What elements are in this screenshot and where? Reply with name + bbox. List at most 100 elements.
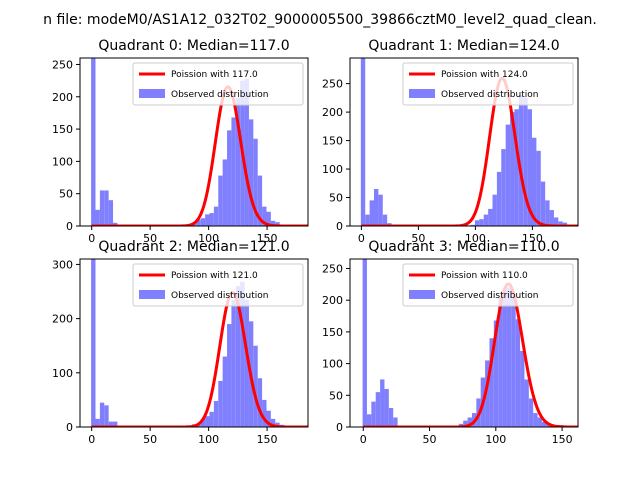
histogram-bar xyxy=(218,175,223,226)
x-tick-label: 0 xyxy=(358,232,365,245)
histogram-bar xyxy=(369,200,374,226)
histogram-bar xyxy=(496,171,502,226)
histogram-bar xyxy=(227,324,232,427)
histogram-bar xyxy=(262,206,267,226)
histogram-bar xyxy=(393,417,398,427)
histogram-bar xyxy=(388,407,394,427)
y-tick-label: 100 xyxy=(52,155,73,168)
histogram-bar xyxy=(505,124,511,226)
histogram-bar xyxy=(463,420,468,427)
histogram-bar xyxy=(113,421,118,427)
histogram-bar xyxy=(485,360,490,427)
y-tick-label: 0 xyxy=(66,421,73,434)
x-tick-label: 50 xyxy=(411,232,425,245)
poisson-curve xyxy=(361,76,578,226)
histogram-bar xyxy=(479,219,484,226)
histogram-bar xyxy=(266,410,271,427)
histogram-bar xyxy=(235,98,241,226)
histogram-bar xyxy=(257,175,263,226)
legend-patch-swatch xyxy=(139,89,165,98)
legend-patch-swatch xyxy=(409,89,435,98)
axis-ticks: 0 50 100 150 0 50 100 150 200 250 xyxy=(322,263,573,446)
histogram-bar xyxy=(373,188,379,226)
y-tick-label: 200 xyxy=(322,294,343,307)
histogram-bar xyxy=(562,222,568,226)
histogram-bar xyxy=(257,378,263,427)
histogram-bar xyxy=(528,398,534,427)
histogram-bar xyxy=(104,190,109,226)
panel-quadrant-1: 0 50 100 150 0 50 100 150 200 250 Quadrant 1: Med… xyxy=(322,38,579,245)
y-tick-label: 200 xyxy=(52,313,73,326)
y-tick-label: 100 xyxy=(322,163,343,176)
poisson-curve xyxy=(91,85,308,226)
histogram-bar xyxy=(231,117,236,226)
histogram-bar xyxy=(209,213,214,226)
histogram-bar xyxy=(506,287,512,427)
panel-quadrant-0: 0 50 100 150 0 50 100 150 200 250 Quadrant 0: Med… xyxy=(52,38,309,245)
y-tick-label: 300 xyxy=(52,258,73,271)
x-tick-label: 100 xyxy=(465,232,486,245)
y-tick-label: 250 xyxy=(322,263,343,276)
histogram-bar xyxy=(371,401,376,427)
histogram-bar xyxy=(558,221,563,226)
histogram-bar xyxy=(366,414,372,427)
histogram-bar xyxy=(248,119,254,226)
histogram-bar xyxy=(209,411,214,427)
histogram-bar xyxy=(474,220,480,226)
histogram-bar xyxy=(108,200,114,226)
histogram-bar xyxy=(502,288,507,427)
histogram-bar xyxy=(227,130,232,226)
plot-area xyxy=(360,58,578,226)
histogram-bar xyxy=(275,222,280,226)
histogram-bar xyxy=(546,424,551,427)
y-tick-label: 0 xyxy=(336,421,343,434)
panel-quadrant-2: 0 50 100 150 0 100 200 300 Quadrant 2: Median=1… xyxy=(52,239,309,446)
histogram-bar xyxy=(378,194,383,226)
y-tick-label: 50 xyxy=(329,192,343,205)
legend-box xyxy=(402,263,574,307)
plot-area xyxy=(91,259,308,427)
x-tick-label: 50 xyxy=(423,433,437,446)
legend-label-poisson: Poission with 110.0 xyxy=(441,271,528,281)
histogram-bar xyxy=(498,297,503,427)
histogram-bar xyxy=(483,214,489,226)
panel-title: Quadrant 2: Median=121.0 xyxy=(98,239,289,255)
x-tick-label: 50 xyxy=(143,433,157,446)
axes-frame xyxy=(349,57,579,227)
panel-title: Quadrant 3: Median=110.0 xyxy=(368,239,559,255)
histogram-bar xyxy=(533,413,538,427)
histogram-bar xyxy=(518,95,524,226)
histogram-bar xyxy=(545,200,550,226)
histogram-bar xyxy=(360,58,366,226)
histogram-bar xyxy=(91,58,96,226)
histogram-bar xyxy=(108,421,114,427)
legend-label-observed: Observed distribution xyxy=(441,291,538,301)
histogram-bar xyxy=(253,345,258,427)
legend: Poission with 121.0 Observed distributio… xyxy=(132,263,304,307)
poisson-curve xyxy=(91,291,308,427)
y-tick-label: 150 xyxy=(322,326,343,339)
histogram-bar xyxy=(213,206,219,226)
poisson-curve xyxy=(363,282,578,427)
x-tick-label: 100 xyxy=(198,232,219,245)
histogram-bar xyxy=(510,112,515,226)
histogram-bar xyxy=(196,219,201,226)
figure-suptitle: n file: modeM0/AS1A12_032T02_9000005500_… xyxy=(43,12,597,28)
histogram-bar xyxy=(470,224,475,226)
histogram-bar xyxy=(95,209,100,226)
histogram-bar xyxy=(515,319,521,427)
histogram-bar xyxy=(113,222,118,226)
histogram-bar xyxy=(270,418,276,427)
histogram-bar xyxy=(262,399,267,427)
histogram-bar xyxy=(536,150,541,226)
histogram-bar xyxy=(99,190,105,226)
histogram-bar xyxy=(205,214,210,226)
x-tick-label: 0 xyxy=(360,433,367,446)
axes-frame xyxy=(79,57,309,227)
x-tick-label: 150 xyxy=(257,433,278,446)
histogram-bar xyxy=(549,210,554,226)
histogram-bar xyxy=(553,217,559,226)
y-tick-label: 50 xyxy=(59,188,73,201)
histogram-bar xyxy=(205,416,210,427)
histogram-bar xyxy=(275,422,280,427)
